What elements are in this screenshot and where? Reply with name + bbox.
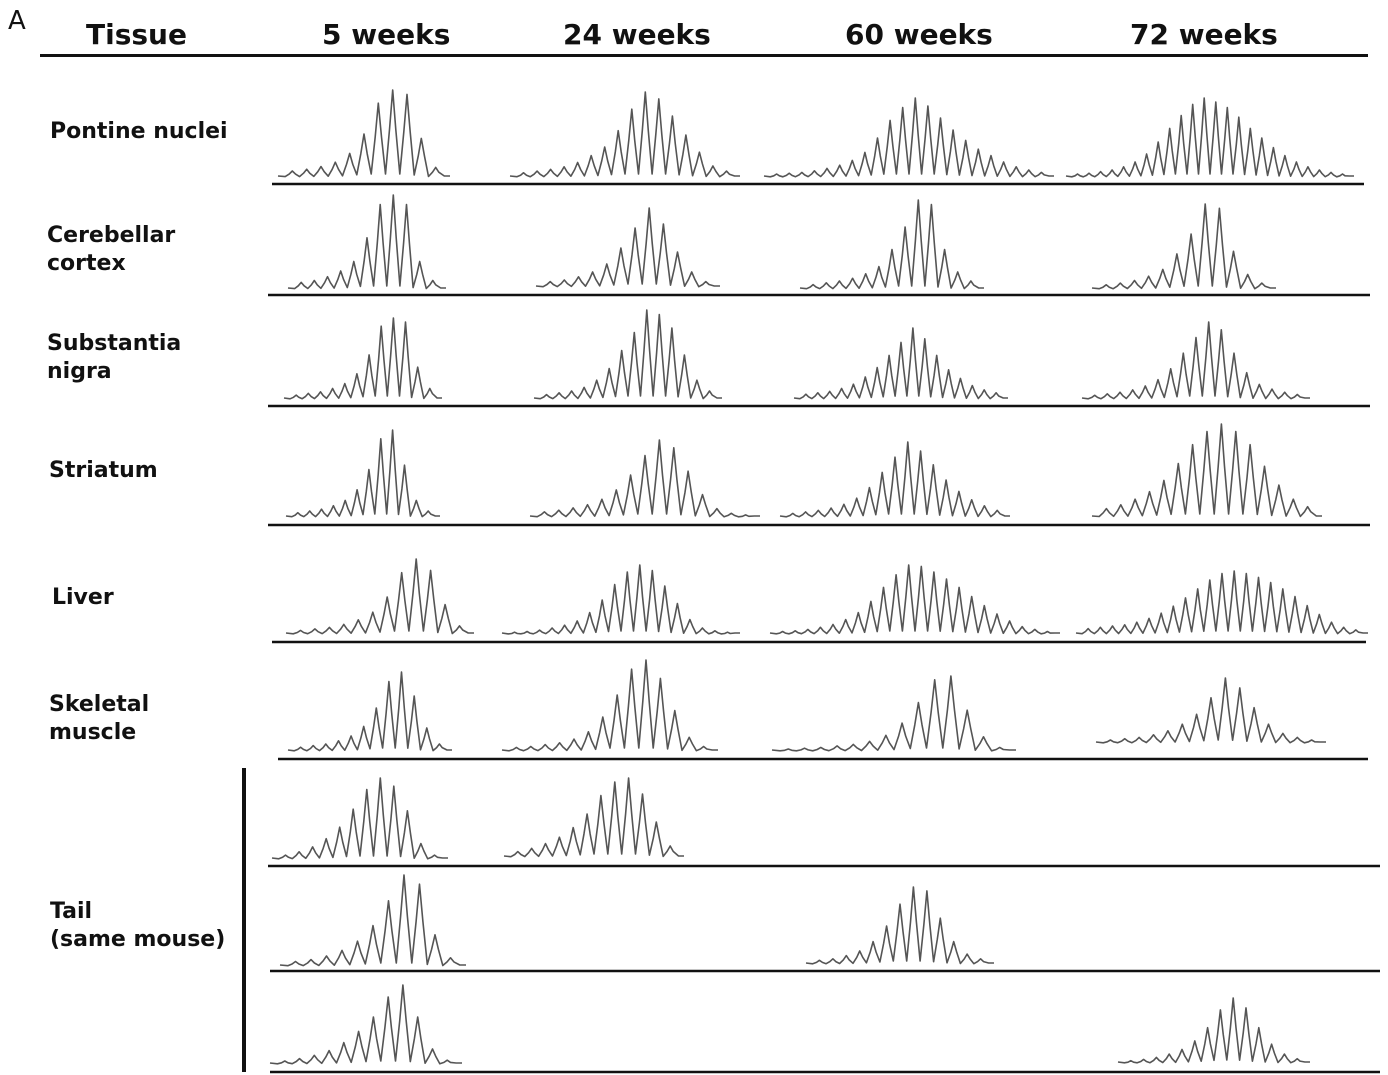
row-label-tail: Tail (same mouse) <box>50 898 225 954</box>
fragment-trace <box>501 564 740 635</box>
fragment-trace <box>283 317 442 400</box>
fragment-trace <box>1091 203 1276 290</box>
row-label-line1: Skeletal <box>49 692 150 717</box>
row-label-striatum: Striatum <box>49 457 158 485</box>
header-5-weeks: 5 weeks <box>322 18 451 51</box>
fragment-trace <box>533 309 722 400</box>
fragment-trace <box>805 886 994 965</box>
fragment-trace <box>285 558 474 635</box>
row-label-liver: Liver <box>52 584 114 612</box>
row-label-line1: Liver <box>52 585 114 610</box>
fragment-trace <box>503 777 684 858</box>
row-label-line1: Pontine nuclei <box>50 119 228 144</box>
fragment-trace <box>277 89 450 178</box>
fragment-trace <box>763 97 1054 178</box>
header-72-weeks: 72 weeks <box>1130 18 1278 51</box>
fragment-trace <box>529 439 760 518</box>
fragment-trace <box>279 874 466 967</box>
row-label-line1: Striatum <box>49 458 158 483</box>
fragment-trace <box>509 91 740 178</box>
header-24-weeks: 24 weeks <box>563 18 711 51</box>
fragment-trace <box>287 671 452 752</box>
row-label-line2: nigra <box>47 359 112 384</box>
fragment-trace <box>287 194 446 290</box>
fragment-trace <box>271 777 448 860</box>
header-60-weeks: 60 weeks <box>845 18 993 51</box>
fragment-trace <box>1075 570 1368 635</box>
row-label-line2: muscle <box>49 720 137 745</box>
row-label-line1: Substantia <box>47 331 182 356</box>
fragment-trace <box>771 675 1016 752</box>
row-label-line1: Tail <box>50 899 93 924</box>
fragment-trace <box>285 429 440 518</box>
header-tissue: Tissue <box>86 18 187 51</box>
fragment-trace <box>1095 677 1326 744</box>
row-label-line2: cortex <box>47 251 126 276</box>
fragment-trace <box>769 564 1060 635</box>
fragment-trace <box>799 199 984 290</box>
fragment-trace <box>793 327 1008 400</box>
row-label-pontine-nuclei: Pontine nuclei <box>50 118 228 146</box>
fragment-trace <box>1081 321 1310 400</box>
fragment-trace <box>1065 97 1354 178</box>
row-label-skeletal-muscle: Skeletal muscle <box>49 691 149 747</box>
row-label-line2: (same mouse) <box>50 927 226 952</box>
panel-label: A <box>8 6 26 36</box>
row-label-substantia-nigra: Substantia nigra <box>47 330 181 386</box>
row-label-cerebellar-cortex: Cerebellar cortex <box>47 222 175 278</box>
row-label-line1: Cerebellar <box>47 223 176 248</box>
fragment-trace <box>269 984 462 1065</box>
fragment-trace <box>501 659 718 752</box>
fragment-trace <box>535 207 720 288</box>
tail-group-bracket <box>242 768 246 1072</box>
header-rule <box>40 54 1368 57</box>
fragment-trace <box>1117 997 1310 1064</box>
fragment-trace <box>779 441 1010 518</box>
fragment-trace <box>1091 423 1322 518</box>
